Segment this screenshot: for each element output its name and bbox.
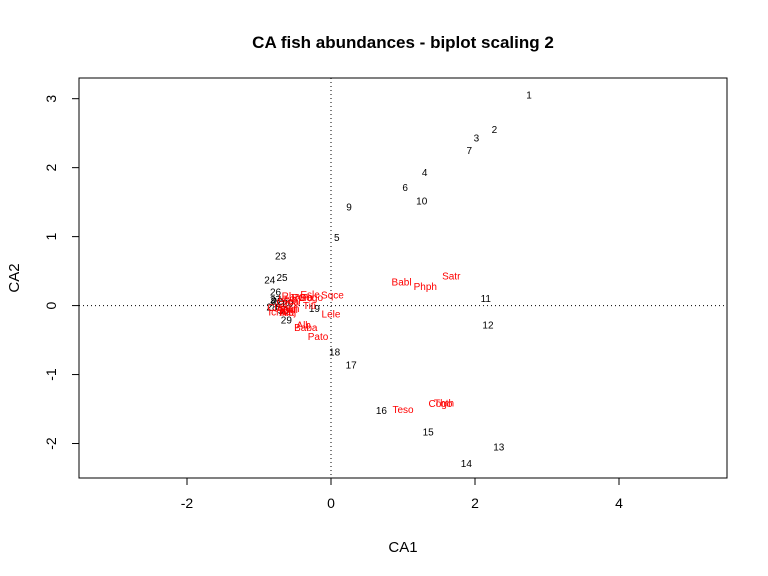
species-label: Ruru — [291, 293, 313, 304]
site-label: 14 — [461, 459, 473, 470]
site-label: 24 — [264, 276, 276, 287]
species-label: Scer — [281, 296, 302, 307]
species-label: Cogo — [428, 399, 452, 410]
y-tick-label: 0 — [43, 301, 59, 309]
x-tick-label: 4 — [615, 495, 623, 511]
site-label: 11 — [481, 294, 492, 305]
site-label: 10 — [416, 196, 428, 207]
species-label: Babl — [392, 278, 412, 289]
site-label: 15 — [423, 427, 435, 438]
x-axis-label: CA1 — [388, 539, 417, 556]
site-label: 25 — [276, 273, 288, 284]
site-label: 29 — [281, 316, 293, 327]
site-label: 19 — [309, 304, 321, 315]
y-tick-label: 3 — [43, 95, 59, 103]
species-label: Titi — [303, 301, 316, 312]
species-label: Chna — [267, 303, 291, 314]
site-label: 8 — [271, 296, 277, 307]
site-label: 20 — [282, 298, 294, 309]
site-label: 28 — [266, 302, 278, 313]
site-label: 6 — [402, 183, 408, 194]
species-label: Teso — [392, 405, 414, 416]
species-label: Blbj — [279, 307, 296, 318]
site-label: 27 — [270, 295, 282, 306]
site-label: 12 — [482, 320, 494, 331]
site-label: 9 — [346, 202, 352, 213]
species-label: Baba — [294, 323, 318, 334]
site-label: 4 — [422, 168, 428, 179]
species-label: Phph — [414, 282, 437, 293]
species-label: Pefl — [281, 305, 298, 316]
site-label: 21 — [275, 299, 287, 310]
site-label: 7 — [466, 146, 472, 157]
species-label: Rham — [282, 291, 309, 302]
species-label: Gogo — [299, 293, 324, 304]
y-tick-label: -2 — [43, 437, 59, 450]
site-label: 30 — [278, 306, 290, 317]
species-label: Anan — [276, 304, 299, 315]
species-label: Icme — [268, 307, 290, 318]
x-tick-label: 2 — [471, 495, 479, 511]
x-tick-label: 0 — [327, 495, 335, 511]
species-label: Thth — [434, 398, 454, 409]
species-label: Cyca — [276, 298, 299, 309]
site-label: 2 — [492, 125, 498, 136]
site-label: 1 — [526, 91, 532, 102]
site-label: 18 — [329, 347, 341, 358]
site-label: 16 — [376, 406, 388, 417]
site-label: 5 — [334, 233, 340, 244]
species-label: Esle — [300, 290, 320, 301]
species-label: Legi — [278, 294, 297, 305]
y-axis-label: CA2 — [6, 263, 23, 292]
species-label: Sqce — [321, 291, 344, 302]
reference-lines — [79, 78, 727, 478]
x-tick-label: -2 — [181, 495, 194, 511]
chart-title: CA fish abundances - biplot scaling 2 — [252, 33, 554, 52]
species-label: Alb — [296, 320, 311, 331]
species-label: Satr — [442, 271, 461, 282]
species-label: Lele — [322, 309, 341, 320]
y-tick-label: -1 — [43, 368, 59, 381]
site-label: 23 — [275, 251, 287, 262]
site-label: 13 — [493, 442, 505, 453]
site-label: 17 — [346, 360, 358, 371]
species-label: Pato — [308, 332, 329, 343]
y-tick-label: 1 — [43, 233, 59, 241]
site-label: 26 — [270, 287, 282, 298]
species-label: Alal — [279, 308, 296, 319]
site-label: 3 — [474, 134, 480, 145]
site-label: 22 — [271, 296, 283, 307]
y-tick-label: 2 — [43, 164, 59, 172]
